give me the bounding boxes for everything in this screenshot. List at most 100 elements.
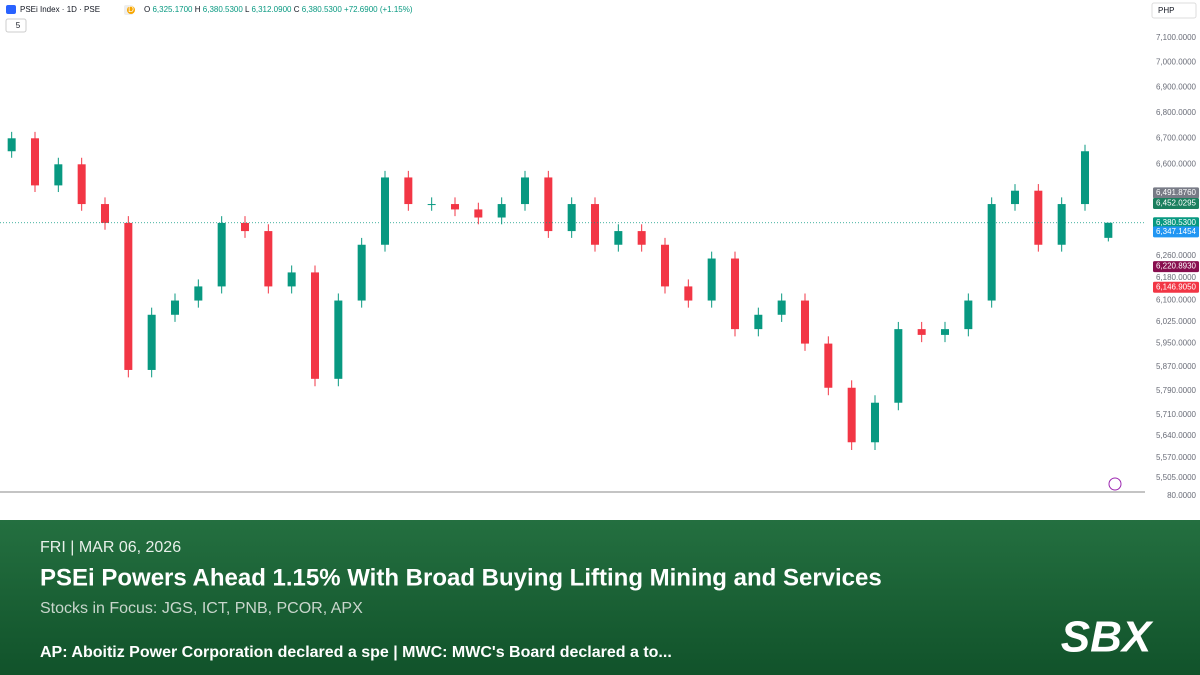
- candle-body: [474, 209, 483, 218]
- price-axis: [1145, 0, 1200, 520]
- y-tick-label: 5,640.0000: [1156, 431, 1197, 440]
- candle-body: [871, 402, 879, 443]
- candle-body: [987, 204, 996, 301]
- candle-body: [521, 177, 529, 205]
- currency: PHP: [1158, 6, 1174, 15]
- candle-body: [614, 231, 623, 245]
- y-tick-label: 6,025.0000: [1156, 317, 1197, 326]
- candle-body: [54, 164, 63, 186]
- candle-body: [661, 244, 669, 287]
- candle-body: [917, 329, 926, 335]
- price-badge-label: 6,146.9050: [1156, 282, 1197, 291]
- price-badge-label: 6,347.1454: [1156, 227, 1197, 236]
- badge-dot: [127, 6, 135, 14]
- candle-body: [147, 314, 156, 370]
- y-tick-label: 7,000.0000: [1156, 58, 1197, 67]
- candle-body: [451, 204, 459, 210]
- volume-scale: 80.0000: [1167, 491, 1196, 500]
- price-badge: [1153, 187, 1199, 199]
- ohlc-value: 6,380.5300: [302, 5, 343, 14]
- banner-date: FRI | MAR 06, 2026: [40, 539, 181, 556]
- candle-body: [381, 177, 389, 245]
- y-tick-label: 7,100.0000: [1156, 33, 1197, 42]
- ohlc-value: 6,325.1700: [152, 5, 193, 14]
- candle-body: [707, 258, 716, 301]
- candle-body: [357, 244, 366, 301]
- indicator-toggle[interactable]: [5, 18, 27, 33]
- ohlc-key: L: [245, 5, 250, 14]
- candle-body: [567, 204, 576, 232]
- price-badge: [1153, 281, 1199, 293]
- indicator-count: 5: [16, 21, 21, 30]
- candle-body: [801, 300, 809, 344]
- candle-body: [77, 164, 86, 205]
- y-tick-label: 6,100.0000: [1156, 296, 1197, 305]
- candle-body: [941, 329, 949, 335]
- y-tick-label: 6,600.0000: [1156, 159, 1197, 168]
- candle-body: [194, 286, 203, 301]
- candle-body: [101, 204, 109, 223]
- candle-body: [591, 204, 599, 245]
- news-banner: [0, 520, 1200, 675]
- change: +72.6900 (+1.15%): [344, 5, 413, 14]
- price-badge: [1153, 226, 1199, 238]
- candle-body: [847, 387, 856, 443]
- price-badge: [1153, 198, 1199, 210]
- banner-headline: PSEi Powers Ahead 1.15% With Broad Buyin…: [40, 564, 882, 591]
- candle-body: [334, 300, 343, 379]
- ohlc-value: 6,312.0900: [251, 5, 292, 14]
- y-tick-label: 5,570.0000: [1156, 453, 1197, 462]
- price-badge: [1153, 217, 1199, 229]
- y-tick-label: 5,710.0000: [1156, 410, 1197, 419]
- y-tick-label: 5,790.0000: [1156, 386, 1197, 395]
- y-tick-label: 6,900.0000: [1156, 83, 1197, 92]
- candle-body: [31, 138, 39, 186]
- interval-badge: D: [128, 5, 134, 14]
- y-tick-label: 5,870.0000: [1156, 362, 1197, 371]
- candle-body: [264, 231, 273, 287]
- y-tick-label: 6,800.0000: [1156, 108, 1197, 117]
- lightning-icon[interactable]: [1108, 477, 1122, 491]
- symbol: PSEi Index · 1D · PSE: [20, 5, 100, 14]
- flag-icon: [6, 5, 16, 14]
- logo: SBX: [1061, 613, 1154, 662]
- candle-body: [1034, 190, 1043, 245]
- y-tick-label: 6,700.0000: [1156, 133, 1197, 142]
- candle-body: [1104, 222, 1113, 238]
- y-tick-label: 6,260.0000: [1156, 251, 1197, 260]
- price-badge-label: 6,452.0295: [1156, 199, 1197, 208]
- ohlc-key: O: [144, 5, 150, 14]
- ohlc-key: H: [195, 5, 201, 14]
- candle-body: [1081, 151, 1089, 205]
- candle-body: [241, 222, 249, 232]
- y-tick-label: 5,505.0000: [1156, 473, 1197, 482]
- ohlc-value: 6,380.5300: [203, 5, 244, 14]
- currency-box[interactable]: [1151, 2, 1197, 19]
- candle-body: [544, 177, 553, 232]
- price-badge-label: 6,380.5300: [1156, 218, 1197, 227]
- candle-body: [1057, 204, 1066, 245]
- candle-body: [684, 286, 693, 301]
- candle-body: [1011, 190, 1019, 205]
- price-badge-label: 6,491.8760: [1156, 188, 1197, 197]
- banner-ticker: AP: Aboitiz Power Corporation declared a…: [40, 644, 672, 661]
- candle-body: [637, 231, 646, 245]
- y-tick-label: 5,950.0000: [1156, 339, 1197, 348]
- candle-body: [894, 329, 903, 403]
- candle-body: [754, 314, 763, 330]
- candle-body: [311, 272, 319, 379]
- candle-body: [824, 343, 833, 388]
- candle-body: [777, 300, 786, 315]
- candle-body: [964, 300, 973, 330]
- banner-subtitle: Stocks in Focus: JGS, ICT, PNB, PCOR, AP…: [40, 600, 363, 617]
- candle-body: [124, 222, 133, 370]
- candle-body: [404, 177, 413, 205]
- candle-body: [287, 272, 296, 287]
- ohlc: O 6,325.1700 H 6,380.5300 L 6,312.0900 C…: [144, 5, 413, 14]
- candle-body: [427, 204, 436, 206]
- price-badge-label: 6,220.8930: [1156, 262, 1197, 271]
- candle-body: [171, 300, 179, 315]
- price-pane: 7,100.0000 7,000.0000 6,900.0000 6,800.0000…: [0, 0, 1200, 520]
- candle-body: [7, 138, 16, 152]
